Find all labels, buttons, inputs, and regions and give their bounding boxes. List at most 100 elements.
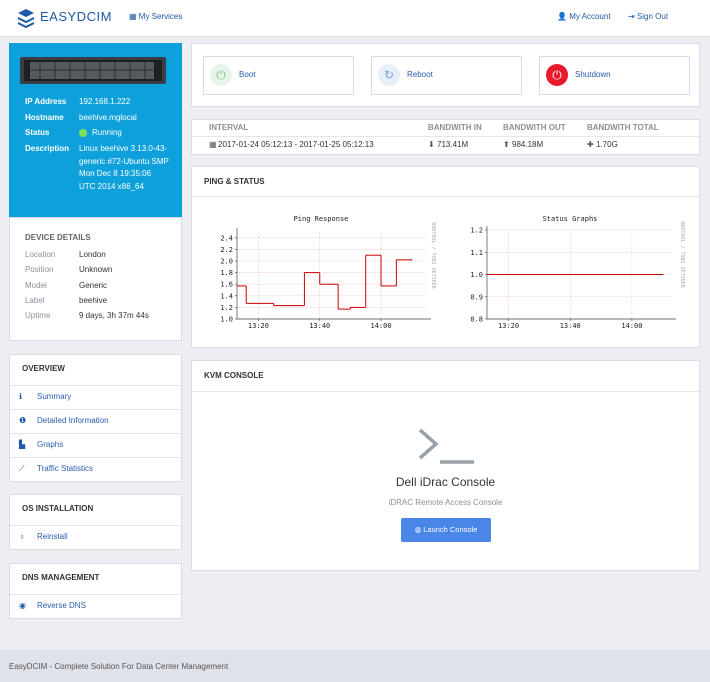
menu-item[interactable]: Traffic Statistics bbox=[37, 464, 94, 473]
table-cell: 713.41M bbox=[437, 140, 469, 149]
footer bbox=[0, 650, 710, 682]
table-cell-icon: ▦ bbox=[209, 140, 217, 149]
y-tick-label: 2.0 bbox=[220, 258, 233, 266]
divider bbox=[10, 433, 181, 434]
menu-item[interactable]: Graphs bbox=[37, 440, 64, 449]
console-icon bbox=[418, 428, 474, 464]
divider bbox=[10, 385, 181, 386]
sidebar-title: OVERVIEW bbox=[22, 364, 65, 373]
field-label: Location bbox=[25, 250, 56, 259]
chart-watermark: RRDTOOL / TOBI OETIKER bbox=[679, 221, 685, 288]
logo[interactable]: EASYDCIM bbox=[40, 9, 112, 24]
menu-item[interactable]: Detailed Information bbox=[37, 416, 109, 425]
menu-item[interactable]: Summary bbox=[37, 392, 72, 401]
divider bbox=[10, 525, 181, 526]
field-value: Running bbox=[92, 128, 122, 137]
y-tick-label: 2.2 bbox=[220, 246, 233, 254]
table-header: BANDWITH OUT bbox=[503, 123, 566, 132]
divider bbox=[192, 391, 699, 392]
x-tick-label: 14:00 bbox=[621, 322, 642, 330]
action-label[interactable]: Reboot bbox=[407, 70, 433, 79]
launch-button[interactable]: ◍ Launch Console bbox=[401, 518, 491, 542]
x-tick-label: 14:00 bbox=[370, 322, 391, 330]
panel-title: KVM CONSOLE bbox=[204, 371, 264, 380]
field-label: Description bbox=[25, 144, 70, 153]
table-cell: 984.18M bbox=[512, 140, 544, 149]
y-tick-label: 0.8 bbox=[470, 316, 483, 324]
menu-icon: ▙ bbox=[19, 440, 26, 449]
field-value: Generic bbox=[79, 280, 108, 290]
nav-my-services[interactable]: ▦ My Services bbox=[129, 12, 183, 21]
table-cell: 2017-01-24 05:12:13 - 2017-01-25 05:12:1… bbox=[218, 140, 374, 149]
device-details-box bbox=[9, 217, 182, 341]
action-label[interactable]: Boot bbox=[239, 70, 256, 79]
nav-text[interactable]: My Account bbox=[569, 12, 611, 21]
y-tick-label: 1.2 bbox=[470, 227, 483, 235]
menu-icon: ♁ bbox=[19, 532, 25, 541]
field-value: 192.168.1.222 bbox=[79, 97, 131, 106]
divider bbox=[10, 409, 181, 410]
menu-item[interactable]: Reverse DNS bbox=[37, 601, 86, 610]
button-text[interactable]: Launch Console bbox=[423, 525, 478, 534]
action-icon: ↻ bbox=[378, 64, 400, 86]
y-tick-label: 1.4 bbox=[220, 292, 233, 300]
nav-account[interactable]: 👤 My Account bbox=[557, 12, 611, 21]
field-value: Unknown bbox=[79, 265, 113, 275]
nav-sign-out[interactable]: ⇥ Sign Out bbox=[628, 12, 669, 21]
divider bbox=[192, 196, 699, 197]
line-end bbox=[411, 259, 413, 261]
nav-text[interactable]: My Services bbox=[138, 12, 183, 21]
table-cell-icon: ⬇ bbox=[428, 140, 435, 149]
divider bbox=[10, 457, 181, 458]
sidebar-box bbox=[9, 563, 182, 619]
field-value: beehive bbox=[79, 295, 108, 305]
top-bar bbox=[0, 0, 710, 37]
plot-area bbox=[237, 232, 427, 319]
table-header: BANDWITH TOTAL bbox=[587, 123, 659, 132]
panel-title: PING & STATUS bbox=[204, 177, 265, 186]
x-tick-label: 13:40 bbox=[560, 322, 581, 330]
field-value: London bbox=[79, 250, 106, 259]
menu-icon: ❶ bbox=[19, 416, 27, 425]
field-value: 9 days, 3h 37m 44s bbox=[79, 311, 149, 321]
table-cell-icon: ✚ bbox=[587, 140, 594, 149]
y-tick-label: 1.0 bbox=[220, 316, 233, 324]
chart-watermark: RRDTOOL / TOBI OETIKER bbox=[430, 222, 436, 289]
field-label: Label bbox=[25, 295, 45, 305]
chart-title: Status Graphs bbox=[543, 215, 598, 223]
sidebar-title: DNS MANAGEMENT bbox=[22, 573, 100, 582]
menu-item[interactable]: Reinstall bbox=[37, 532, 68, 541]
action-icon: ⏻ bbox=[546, 64, 568, 86]
server-image bbox=[20, 57, 166, 84]
nav-text[interactable]: Sign Out bbox=[636, 12, 669, 21]
divider bbox=[192, 136, 699, 137]
action-label[interactable]: Shutdown bbox=[575, 70, 611, 79]
y-tick-label: 1.0 bbox=[470, 271, 483, 279]
action-button[interactable] bbox=[371, 56, 522, 95]
y-tick-label: 1.1 bbox=[470, 249, 483, 257]
chart-title: Ping Response bbox=[294, 215, 349, 223]
table-cell-icon: ⬆ bbox=[503, 140, 510, 149]
y-tick-label: 1.2 bbox=[220, 304, 233, 312]
y-tick-label: 1.6 bbox=[220, 281, 233, 289]
logo-icon bbox=[17, 9, 35, 28]
x-tick-label: 13:20 bbox=[248, 322, 269, 330]
y-tick-label: 1.8 bbox=[220, 269, 233, 277]
x-tick-label: 13:20 bbox=[498, 322, 519, 330]
field-value: beehive.mglocal bbox=[79, 113, 137, 122]
footer-text: EasyDCIM - Complete Solution For Data Ce… bbox=[9, 662, 229, 671]
y-tick-label: 0.9 bbox=[470, 293, 483, 301]
sidebar-box bbox=[9, 494, 182, 550]
x-tick-label: 13:40 bbox=[309, 322, 330, 330]
status-dot bbox=[79, 129, 87, 137]
field-label: Position bbox=[25, 265, 54, 275]
line-end bbox=[662, 273, 664, 276]
bandwidth-panel bbox=[191, 119, 700, 155]
field-value: Linux beehive 3.13.0-43-generic #72-Ubun… bbox=[79, 144, 169, 191]
sidebar-title: OS INSTALLATION bbox=[22, 504, 94, 513]
table-header: INTERVAL bbox=[209, 123, 249, 132]
field-label: Uptime bbox=[25, 311, 51, 321]
field-label: Hostname bbox=[25, 113, 64, 122]
divider bbox=[10, 594, 181, 595]
